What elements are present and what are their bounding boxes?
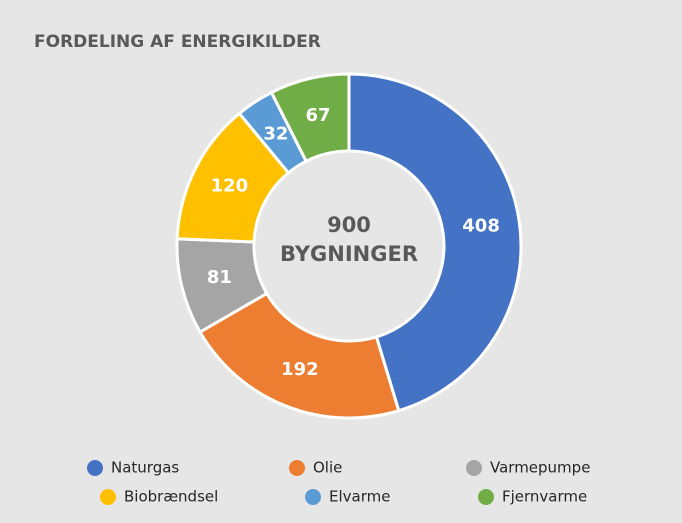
legend-marker <box>87 460 103 476</box>
legend-marker <box>305 489 321 505</box>
legend-label: Fjernvarme <box>502 488 587 506</box>
center-label: BYGNINGER <box>280 242 418 266</box>
legend-label: Naturgas <box>111 459 179 477</box>
data-label: 408 <box>462 215 500 236</box>
chart-title: FORDELING AF ENERGIKILDER <box>34 32 321 52</box>
legend-marker <box>289 460 305 476</box>
legend-marker <box>466 460 482 476</box>
legend-label: Biobrændsel <box>124 488 218 506</box>
legend-marker <box>478 489 494 505</box>
legend-label: Varmepumpe <box>490 459 590 477</box>
data-label: 32 <box>263 123 288 144</box>
legend-label: Elvarme <box>329 488 390 506</box>
center-value: 900 <box>327 213 371 237</box>
donut-segment <box>269 72 351 164</box>
legend-label: Olie <box>313 459 342 477</box>
data-label: 120 <box>211 176 249 197</box>
data-label: 67 <box>306 105 331 126</box>
data-label: 192 <box>281 359 319 380</box>
data-label: 81 <box>207 267 232 288</box>
donut-segment <box>347 72 523 413</box>
legend-marker <box>100 489 116 505</box>
donut-segment <box>197 291 401 420</box>
